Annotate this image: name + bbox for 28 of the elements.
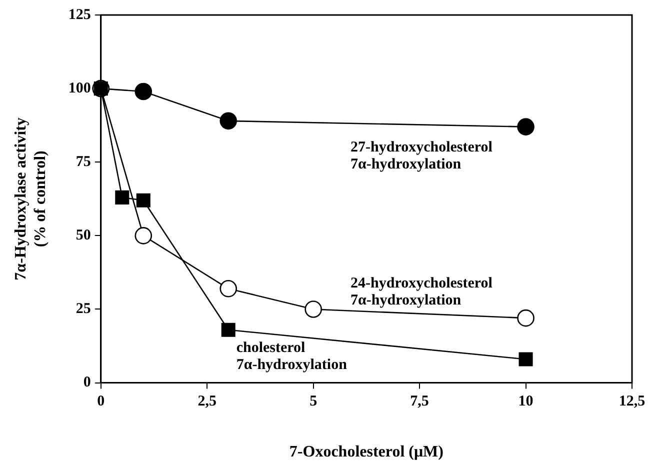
x-tick-label: 5	[310, 394, 318, 410]
x-tick-label: 2,5	[198, 394, 216, 410]
y-tick-label: 75	[76, 154, 91, 170]
point	[518, 352, 533, 366]
x-axis-title: 7-Oxocholesterol (μM)	[289, 444, 444, 461]
point	[115, 190, 130, 204]
series-label: 27-hydroxycholesterol 7α-hydroxylation	[350, 139, 492, 172]
series-label: 24-hydroxycholesterol 7α-hydroxylation	[350, 276, 492, 309]
point	[221, 322, 236, 337]
point	[134, 227, 152, 244]
x-tick-label: 12,5	[618, 394, 646, 410]
point	[220, 280, 238, 298]
series-label: cholesterol 7α-hydroxylation	[236, 340, 348, 373]
x-tick-label: 0	[97, 394, 105, 410]
x-tick-label: 10	[518, 394, 534, 410]
point	[304, 300, 322, 318]
point	[136, 193, 150, 208]
point	[517, 118, 534, 136]
y-tick-label: 0	[83, 374, 91, 391]
x-tick-label: 7,5	[410, 394, 429, 410]
y-tick-label: 125	[68, 6, 91, 23]
y-tick-label: 25	[76, 301, 91, 318]
y-tick-label: 100	[68, 80, 91, 96]
y-axis-title: 7α-Hydroxylase activity (% of control)	[12, 117, 49, 280]
y-tick-label: 50	[76, 228, 91, 244]
point	[517, 309, 534, 327]
point	[220, 112, 238, 130]
point	[134, 82, 152, 100]
